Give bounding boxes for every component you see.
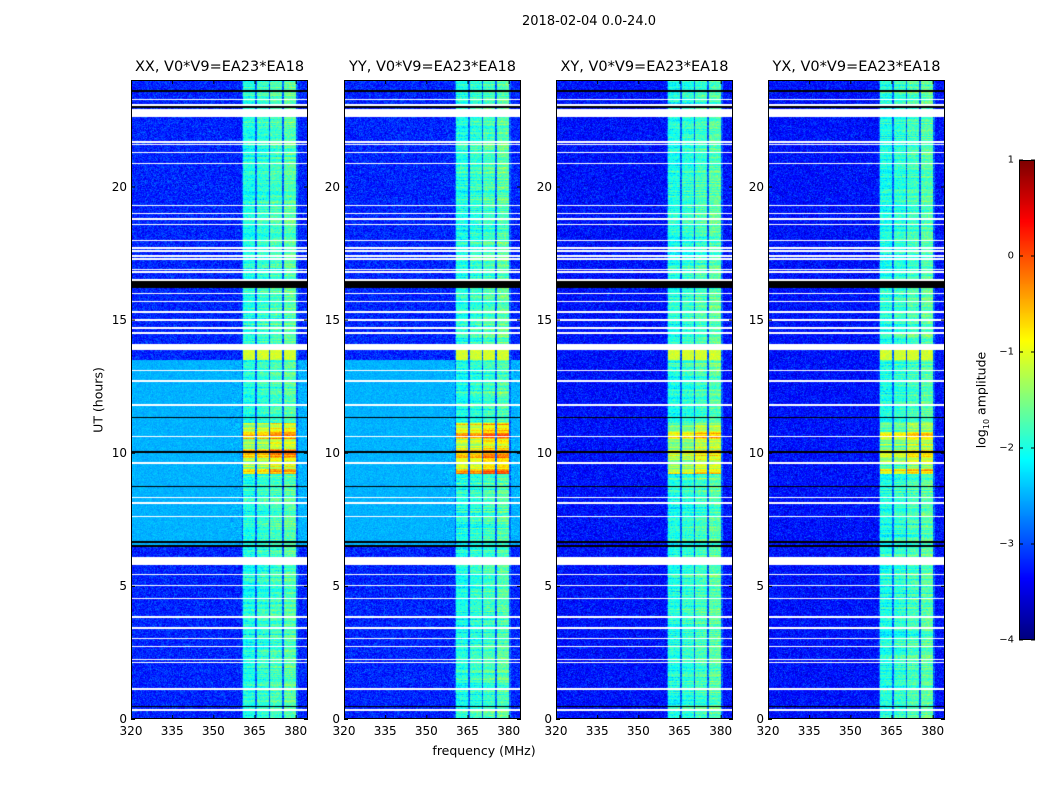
spectrogram-heatmap [557,81,732,718]
x-tick-label: 335 [160,724,184,738]
x-tick-label: 365 [456,724,479,738]
y-tick-label: 10 [536,445,552,460]
colorbar-tick-label: −1 [999,346,1014,358]
panel-title: XX, V0*V9=EA23*EA18 [134,59,305,75]
panel-title: YY, V0*V9=EA23*EA18 [349,59,516,75]
y-tick-label: 20 [111,179,127,194]
colorbar-tick-label: 1 [1007,154,1014,166]
y-tick-label: 5 [544,578,552,593]
x-tick-label: 365 [880,724,903,738]
y-tick-label: 0 [119,712,127,726]
x-tick-label: 320 [756,724,780,738]
spectrogram-heatmap [345,81,520,718]
y-tick-label: 0 [332,712,340,726]
colorbar-label-sub: 10 [981,418,991,430]
x-tick-label: 320 [332,724,356,738]
y-tick-label: 10 [324,445,340,460]
colorbar-tick-label: −4 [999,634,1014,646]
colorbar-label-main: log [973,429,989,449]
x-tick-label: 365 [668,724,691,738]
y-tick-label: 5 [756,578,764,593]
spectrogram-panel [344,80,521,719]
x-tick-label: 335 [373,724,397,738]
y-tick-label: 20 [748,179,764,194]
x-tick-label: 320 [119,724,143,738]
y-tick-label: 0 [756,712,764,726]
colorbar-tick-label: −2 [999,442,1014,454]
x-tick-label: 335 [797,724,821,738]
figure-title: 2018-02-04 0.0-24.0 [522,14,656,29]
x-tick-label: 380 [497,724,521,738]
colorbar-tick-label: 0 [1007,250,1014,262]
x-axis-label: frequency (MHz) [432,743,536,758]
x-tick-label: 365 [243,724,266,738]
y-tick-label: 5 [119,578,127,593]
colorbar-gradient [1020,161,1034,639]
y-tick-label: 5 [332,578,340,593]
spectrogram-panel [131,80,308,719]
y-tick-label: 15 [324,312,340,327]
y-axis-label: UT (hours) [90,367,106,433]
y-tick-label: 15 [111,312,127,327]
colorbar [1019,160,1035,640]
panel-title: XY, V0*V9=EA23*EA18 [560,59,729,75]
x-tick-label: 350 [626,724,650,738]
y-tick-label: 10 [111,445,127,460]
panel-title: YX, V0*V9=EA23*EA18 [772,59,941,75]
colorbar-label: log10 amplitude [973,352,991,448]
x-tick-label: 335 [585,724,609,738]
x-tick-label: 350 [838,724,862,738]
colorbar-tick-label: −3 [999,538,1014,550]
x-tick-label: 320 [544,724,568,738]
y-tick-label: 0 [544,712,552,726]
spectrogram-panel [768,80,945,719]
x-tick-label: 380 [921,724,945,738]
x-tick-label: 380 [284,724,308,738]
y-tick-label: 15 [748,312,764,327]
spectrogram-heatmap [769,81,944,718]
spectrogram-heatmap [132,81,307,718]
y-tick-label: 20 [536,179,552,194]
y-tick-label: 20 [324,179,340,194]
colorbar-label-rest: amplitude [973,351,989,419]
spectrogram-panel [556,80,733,719]
x-tick-label: 380 [709,724,733,738]
y-tick-label: 10 [748,445,764,460]
x-tick-label: 350 [414,724,438,738]
y-tick-label: 15 [536,312,552,327]
x-tick-label: 350 [201,724,225,738]
